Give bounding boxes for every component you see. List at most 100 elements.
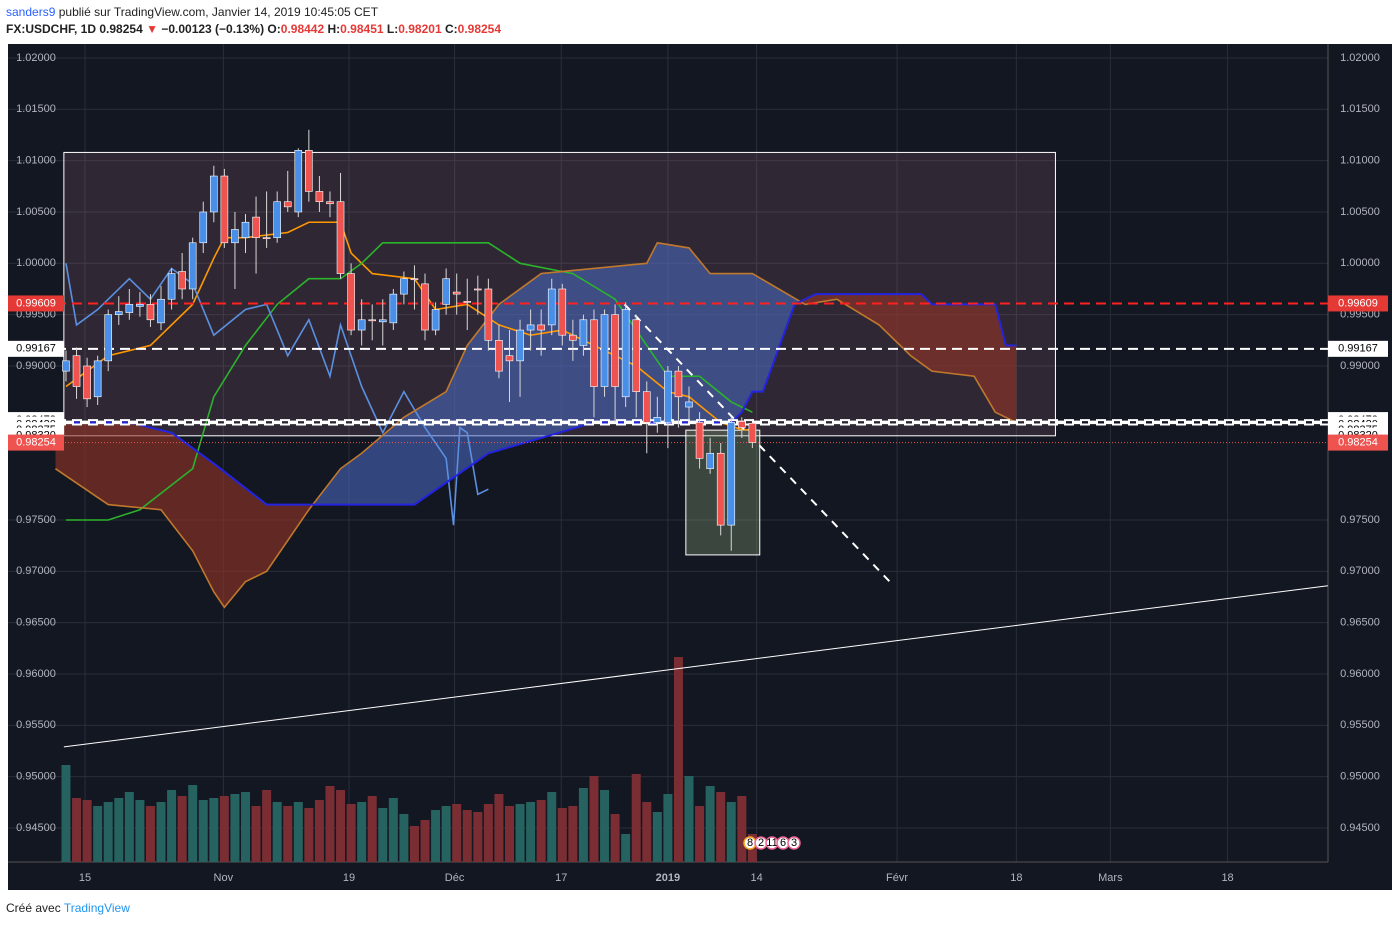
event-marker bbox=[787, 836, 801, 850]
candle-body bbox=[167, 273, 176, 300]
candle-body bbox=[632, 319, 641, 392]
candle-body bbox=[283, 201, 292, 208]
y-tick-label: 0.95000 bbox=[1340, 771, 1380, 783]
candle-body bbox=[526, 324, 535, 331]
candle-body bbox=[569, 334, 577, 341]
l: 0.98201 bbox=[398, 22, 442, 36]
volume-bar bbox=[557, 808, 567, 862]
volume-bar bbox=[93, 806, 103, 862]
candle-body bbox=[452, 291, 461, 295]
volume-bar bbox=[652, 812, 662, 862]
candle-body bbox=[378, 319, 387, 323]
volume-bar bbox=[568, 806, 578, 862]
h: 0.98451 bbox=[340, 22, 384, 36]
y-tick-label: 0.97500 bbox=[16, 514, 56, 526]
candle-body bbox=[357, 319, 366, 331]
x-tick-label: Mars bbox=[1098, 872, 1123, 884]
candle-body bbox=[547, 288, 556, 326]
volume-bar bbox=[504, 806, 514, 862]
candle-body bbox=[389, 293, 398, 324]
candle-body bbox=[495, 340, 503, 372]
candle-body bbox=[62, 360, 70, 372]
x-tick-label: 15 bbox=[79, 872, 91, 884]
volume-bar bbox=[304, 808, 314, 862]
y-tick-label: 1.00000 bbox=[1340, 257, 1380, 269]
x-tick-label: 14 bbox=[750, 872, 762, 884]
volume-bar bbox=[272, 802, 282, 862]
c-label: C: bbox=[444, 22, 458, 36]
candle-body bbox=[199, 211, 208, 244]
volume-bar bbox=[135, 800, 145, 862]
volume-bar bbox=[388, 798, 398, 862]
x-tick-label: Déc bbox=[445, 872, 465, 884]
candle-body bbox=[400, 278, 408, 295]
level-label: 0.99167 bbox=[1338, 343, 1378, 355]
volume-bar bbox=[684, 776, 694, 862]
volume-bar bbox=[336, 790, 346, 862]
level-label: 0.98254 bbox=[16, 436, 56, 448]
candle-body bbox=[474, 288, 482, 291]
candle-body bbox=[674, 370, 683, 398]
volume-bar bbox=[198, 800, 208, 862]
volume-bar bbox=[431, 810, 441, 862]
published: publié sur TradingView.com, Janvier 14, … bbox=[58, 5, 379, 19]
y-tick-label: 0.99000 bbox=[1340, 360, 1380, 372]
volume-bar bbox=[82, 800, 92, 862]
candle-body bbox=[505, 355, 514, 362]
y-tick-label: 1.01000 bbox=[16, 155, 56, 167]
event-label: 3 bbox=[791, 837, 797, 849]
level-label-bg bbox=[1328, 434, 1388, 451]
y-tick-label: 0.94500 bbox=[16, 822, 56, 834]
candle-body bbox=[410, 278, 419, 281]
volume-bar bbox=[293, 802, 303, 862]
x-tick-label: Nov bbox=[214, 872, 234, 884]
event-label: 6 bbox=[780, 837, 786, 849]
y-tick-label: 1.02000 bbox=[16, 52, 56, 64]
volume-bar bbox=[251, 806, 261, 862]
change: −0.00123 (−0.13%) bbox=[161, 22, 265, 36]
candle-body bbox=[653, 417, 662, 423]
candle-body bbox=[294, 150, 303, 213]
y-tick-label: 0.96000 bbox=[1340, 668, 1380, 680]
candle-body bbox=[125, 304, 134, 313]
candle-body bbox=[188, 242, 197, 290]
candle-body bbox=[93, 360, 102, 398]
candle-body bbox=[273, 201, 281, 238]
candle-body bbox=[104, 314, 113, 362]
candle-body bbox=[421, 283, 429, 331]
candle-body bbox=[716, 452, 725, 526]
symbol: FX:USDCHF, 1D bbox=[6, 22, 97, 36]
candle-body bbox=[484, 288, 493, 341]
brand[interactable]: TradingView bbox=[63, 901, 130, 915]
event-label: 11 bbox=[766, 837, 777, 849]
candle-body bbox=[157, 298, 165, 324]
candle-body bbox=[558, 288, 567, 336]
o: 0.98442 bbox=[280, 22, 325, 36]
y-tick-label: 0.97500 bbox=[1340, 514, 1380, 526]
candle-body bbox=[706, 452, 714, 469]
candle-body bbox=[72, 355, 81, 387]
volume-bar bbox=[420, 820, 430, 862]
y-tick-label: 0.96000 bbox=[16, 668, 56, 680]
y-tick-label: 0.95500 bbox=[1340, 719, 1380, 731]
candle-body bbox=[231, 229, 239, 244]
y-tick-label: 1.00000 bbox=[16, 257, 56, 269]
volume-bar bbox=[610, 814, 620, 862]
last: 0.98254 bbox=[99, 22, 143, 36]
arrow: ▼ bbox=[146, 22, 158, 36]
volume-bar bbox=[167, 790, 177, 862]
level-label-bg bbox=[8, 295, 64, 312]
y-tick-label: 0.95000 bbox=[16, 771, 56, 783]
volume-bar bbox=[61, 765, 71, 862]
indicator-line bbox=[54, 241, 1017, 609]
volume-bar bbox=[156, 802, 166, 862]
candle-body bbox=[241, 221, 250, 238]
x-tick-label: 18 bbox=[1221, 872, 1233, 884]
volume-bar bbox=[621, 834, 631, 862]
author[interactable]: sanders9 bbox=[6, 5, 56, 19]
level-label: 0.99167 bbox=[16, 343, 56, 355]
candle-body bbox=[347, 273, 355, 331]
volume-bar bbox=[114, 798, 124, 862]
volume-bar bbox=[726, 802, 736, 862]
volume-bar bbox=[240, 792, 250, 862]
